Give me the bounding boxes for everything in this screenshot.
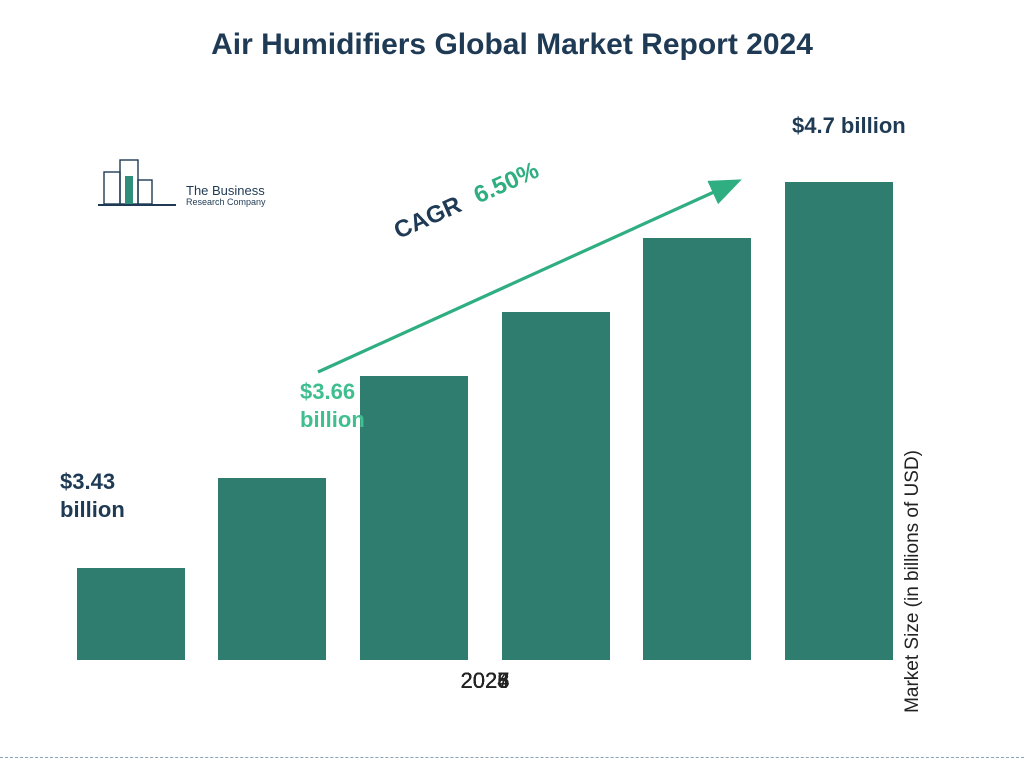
y-axis-label: Market Size (in billions of USD)	[902, 450, 924, 713]
bar-label-2024-unit: billion	[300, 407, 365, 432]
chart-title: Air Humidifiers Global Market Report 202…	[0, 28, 1024, 62]
bar-label-2023-unit: billion	[60, 497, 125, 522]
bar-label-2028: $4.7 billion	[792, 112, 906, 140]
x-axis-labels: 2023 2024 2025 2026 2027 2028	[60, 668, 910, 700]
bar-slot-2024	[202, 478, 342, 660]
bar-slot-2028	[769, 182, 909, 660]
bar-label-2023: $3.43 billion	[60, 468, 125, 523]
bar-2024	[218, 478, 326, 660]
bar-group	[60, 140, 910, 660]
bar-label-2023-value: $3.43	[60, 469, 115, 494]
bar-slot-2026	[486, 312, 626, 660]
bar-label-2024: $3.66 billion	[300, 378, 365, 433]
bar-label-2024-value: $3.66	[300, 379, 355, 404]
bar-2026	[502, 312, 610, 660]
bar-2023	[77, 568, 185, 660]
bar-slot-2025	[344, 376, 484, 660]
bottom-divider	[0, 757, 1024, 758]
bar-slot-2023	[61, 568, 201, 660]
bar-2028	[785, 182, 893, 660]
x-label-2028: 2028	[415, 668, 555, 694]
bar-chart: 2023 2024 2025 2026 2027 2028 Market Siz…	[60, 140, 910, 700]
bar-label-2028-value: $4.7 billion	[792, 113, 906, 138]
bar-slot-2027	[627, 238, 767, 660]
bar-2025	[360, 376, 468, 660]
bar-2027	[643, 238, 751, 660]
